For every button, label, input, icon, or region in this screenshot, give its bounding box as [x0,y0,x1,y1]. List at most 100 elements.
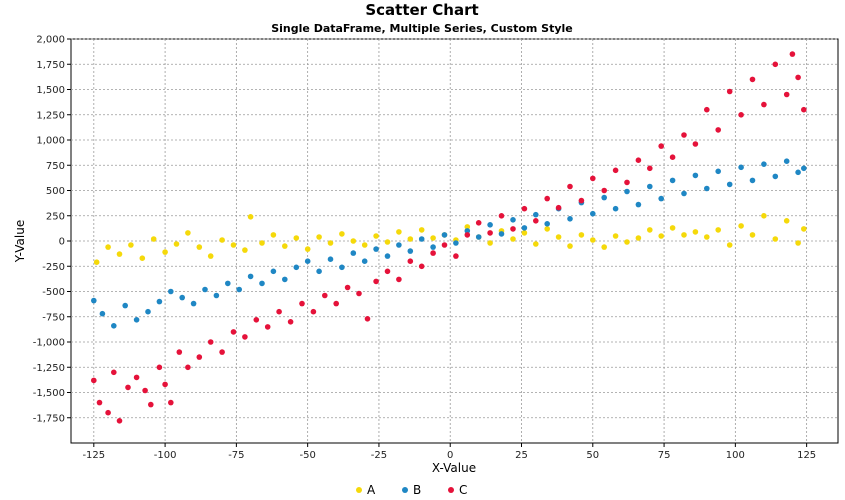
data-point [185,230,191,236]
data-point [704,234,710,240]
data-point [316,268,322,275]
data-point [207,253,214,259]
data-point [356,290,362,297]
y-tick-label: -1,250 [33,363,65,374]
data-point [692,172,699,179]
data-point [276,308,282,315]
y-axis-label: Y-Value [13,220,27,264]
data-point [270,268,277,275]
data-point [142,387,148,394]
data-point [264,324,271,330]
data-point [91,297,97,304]
data-point [601,187,607,194]
data-point [293,235,300,241]
data-point [162,249,168,255]
data-point [464,228,471,234]
data-point [430,244,436,250]
data-point [384,239,391,245]
data-point [173,241,180,247]
data-point [612,233,619,239]
data-point [533,218,539,224]
x-tick-label: -50 [299,450,315,461]
data-point [190,300,197,307]
data-point [715,168,721,175]
data-point [407,258,414,265]
data-point [230,242,237,248]
data-point [801,165,807,172]
data-point [441,242,448,248]
data-point [253,317,260,323]
data-point [487,240,493,246]
data-point [635,157,642,163]
y-tick-label: -250 [42,262,65,273]
legend-label: A [367,483,376,497]
data-point [578,232,585,238]
data-point [304,246,311,252]
data-point [681,232,687,238]
data-point [396,276,402,283]
data-point [344,284,351,291]
data-point [207,339,214,345]
y-tick-label: 1,750 [36,60,65,71]
data-point [464,224,471,230]
y-tick-label: 1,500 [36,85,65,96]
data-point [738,112,744,118]
chart-subtitle: Single DataFrame, Multiple Series, Custo… [271,22,573,35]
x-tick-label: 0 [447,450,453,461]
data-point [658,233,664,239]
y-tick-label: 500 [46,186,65,197]
data-point [704,106,710,113]
data-point [647,183,653,190]
x-tick-label: -25 [371,450,387,461]
data-point [624,179,630,186]
data-point [441,232,448,238]
point-layer [91,51,807,424]
data-point [681,190,687,197]
data-point [567,183,573,190]
data-point [91,377,97,384]
data-point [407,236,414,242]
data-point [612,205,619,212]
data-point [116,418,123,424]
data-point [145,308,151,315]
data-point [761,161,767,167]
data-point [304,258,311,265]
data-point [299,300,305,307]
data-point [242,247,248,253]
data-point [635,201,642,208]
y-tick-label: 0 [59,237,65,248]
data-point [213,292,220,299]
data-point [111,369,117,376]
data-point [373,278,379,285]
data-point [567,243,573,249]
data-point [156,298,163,305]
x-tick-label: -75 [228,450,244,461]
data-point [93,259,100,266]
data-point [601,194,607,201]
data-point [168,288,174,295]
legend-label: B [413,483,421,497]
data-point [133,317,140,323]
data-point [453,253,459,259]
data-point [624,188,630,195]
data-point [726,242,733,248]
data-point [99,310,106,317]
data-point [225,280,231,287]
data-point [464,232,471,238]
data-point [738,164,744,171]
y-tick-label: 1,250 [36,110,65,121]
data-point [658,195,664,202]
data-point [533,241,539,247]
data-point [373,246,379,252]
data-point [772,61,779,68]
data-point [590,237,596,243]
data-point [453,240,459,246]
data-point [795,74,801,81]
data-point [726,181,733,188]
x-tick-label: -125 [82,450,105,461]
data-point [430,235,436,241]
x-tick-label: -100 [154,450,177,461]
y-tick-label: 2,000 [36,35,65,46]
